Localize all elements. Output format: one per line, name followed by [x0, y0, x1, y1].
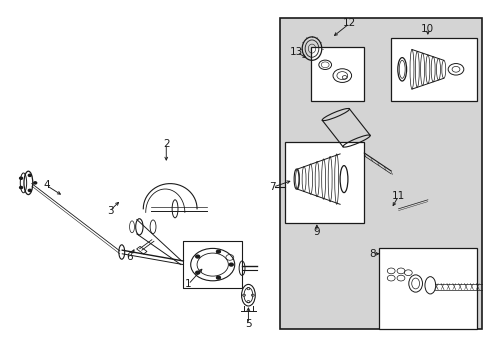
- Text: 4: 4: [43, 180, 50, 190]
- Text: 3: 3: [106, 206, 113, 216]
- Circle shape: [20, 186, 22, 189]
- Circle shape: [229, 263, 233, 266]
- Text: 13: 13: [289, 47, 303, 57]
- Circle shape: [34, 182, 37, 184]
- Text: 9: 9: [313, 227, 320, 237]
- Text: 6: 6: [126, 252, 133, 262]
- Bar: [284, 142, 364, 223]
- Circle shape: [28, 189, 31, 192]
- Bar: [136, 246, 147, 254]
- Bar: [279, 18, 481, 329]
- Text: 12: 12: [342, 18, 356, 28]
- Circle shape: [28, 174, 31, 176]
- Bar: [183, 241, 242, 288]
- Circle shape: [20, 177, 22, 179]
- Text: 2: 2: [163, 139, 169, 149]
- Circle shape: [216, 276, 220, 279]
- Text: 1: 1: [184, 279, 191, 289]
- Text: 10: 10: [421, 24, 433, 34]
- Bar: [378, 248, 476, 329]
- Bar: [390, 38, 476, 101]
- Circle shape: [195, 271, 199, 274]
- Text: 5: 5: [244, 319, 251, 329]
- Circle shape: [195, 255, 199, 258]
- Bar: [310, 47, 364, 101]
- Text: 7: 7: [269, 182, 276, 192]
- Text: 11: 11: [391, 191, 405, 201]
- Circle shape: [216, 250, 220, 253]
- Text: 8: 8: [368, 249, 375, 259]
